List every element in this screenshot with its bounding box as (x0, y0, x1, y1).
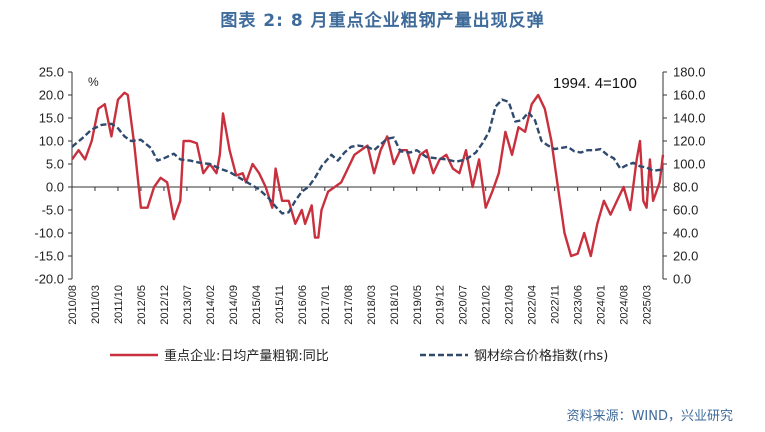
right-tick-label: 20.0 (673, 249, 698, 264)
x-tick-label: 2011/03 (90, 285, 102, 324)
series-line-steel-price-index (71, 98, 664, 215)
x-tick-label: 2015/11 (274, 285, 286, 324)
right-tick-label: 60.0 (673, 203, 698, 218)
x-tick-label: 2019/12 (435, 285, 447, 325)
right-tick-label: 160.0 (673, 88, 706, 103)
x-tick-label: 2024/08 (619, 285, 631, 325)
axes-layer: 25.0 20.0 15.0 10.0 5.0 0.0 -5.0 -10.0 -15.0 -20.… (34, 65, 705, 325)
x-tick-label: 2025/03 (642, 285, 654, 325)
x-tick-label: 2017/01 (320, 285, 332, 325)
right-tick-label: 120.0 (673, 134, 706, 149)
right-tick-label: 180.0 (673, 65, 706, 80)
x-tick-label: 2018/03 (366, 285, 378, 325)
right-tick-label: 0.0 (673, 272, 691, 287)
left-tick-label: -5.0 (42, 203, 64, 218)
left-unit-label: % (88, 75, 99, 89)
x-tick-label: 2016/06 (297, 285, 309, 325)
x-tick-label: 2014/02 (205, 285, 217, 325)
x-tick-label: 2023/06 (573, 285, 585, 325)
x-tick-label: 2022/11 (550, 285, 562, 324)
base-annotation: 1994. 4=100 (553, 75, 637, 92)
x-tick-label: 2018/10 (389, 285, 401, 325)
left-tick-label: 20.0 (39, 88, 64, 103)
left-tick-label: 25.0 (39, 65, 64, 80)
x-tick-label: 2024/01 (596, 285, 608, 325)
right-tick-label: 140.0 (673, 111, 706, 126)
series-layer (71, 91, 665, 258)
chart-title: 图表 2: 8 月重点企业粗钢产量出现反弹 (220, 11, 545, 31)
left-tick-label: 5.0 (46, 157, 64, 172)
x-tick-label: 2015/04 (251, 285, 263, 325)
legend-label-steel-price-index: 钢材综合价格指数(rhs) (474, 348, 608, 364)
x-tick-label: 2020/07 (458, 285, 470, 325)
x-tick-label: 2014/09 (228, 285, 240, 325)
legend: 重点企业:日均产量粗钢:同比 钢材综合价格指数(rhs) (110, 348, 608, 364)
x-tick-label: 2011/10 (113, 285, 125, 324)
right-tick-label: 100.0 (673, 157, 706, 172)
left-tick-label: -15.0 (34, 249, 64, 264)
x-tick-label: 2013/07 (182, 285, 194, 325)
left-tick-label: 10.0 (39, 134, 64, 149)
x-tick-label: 2012/12 (159, 285, 171, 325)
legend-label-production-yoy: 重点企业:日均产量粗钢:同比 (164, 348, 329, 364)
series-line-production-yoy (71, 91, 665, 258)
x-tick-label: 2010/08 (67, 285, 79, 325)
x-tick-label: 2021/02 (481, 285, 493, 325)
left-tick-label: -20.0 (34, 272, 64, 287)
left-tick-label: 15.0 (39, 111, 64, 126)
source-note: 资料来源：WIND，兴业研究 (566, 409, 733, 424)
right-tick-label: 40.0 (673, 226, 698, 241)
left-tick-label: 0.0 (46, 180, 64, 195)
x-tick-label: 2021/09 (504, 285, 516, 325)
x-tick-label: 2019/05 (412, 285, 424, 325)
x-tick-label: 2022/04 (527, 285, 539, 325)
right-tick-label: 80.0 (673, 180, 698, 195)
x-tick-label: 2012/05 (136, 285, 148, 325)
x-tick-label: 2017/08 (343, 285, 355, 325)
left-tick-label: -10.0 (34, 226, 64, 241)
